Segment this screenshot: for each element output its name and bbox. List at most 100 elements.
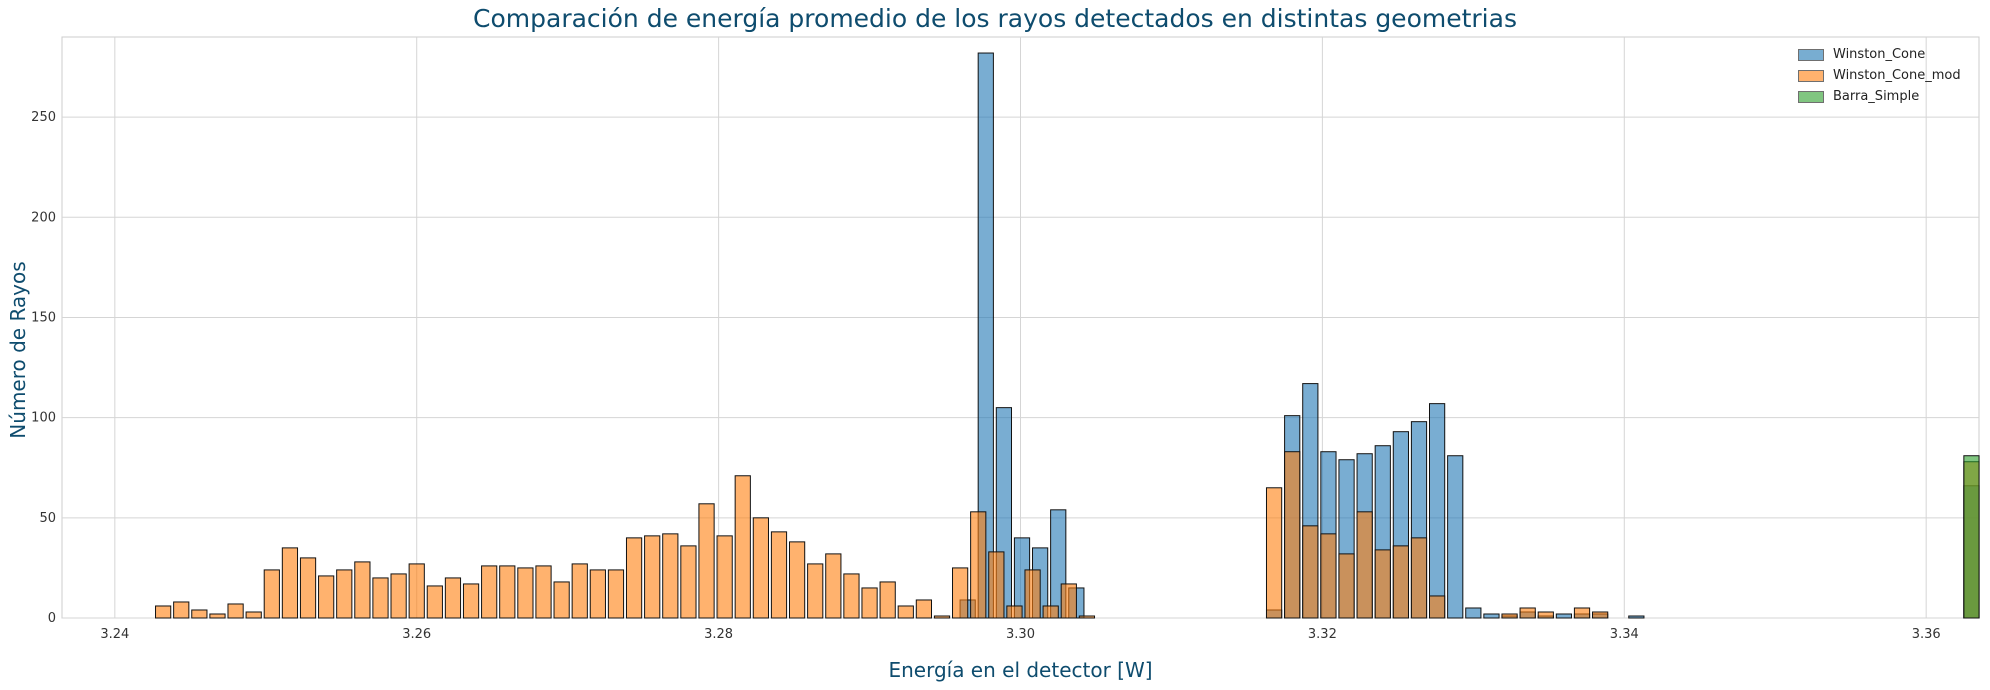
bar-winston-cone-mod [843, 573, 860, 619]
x-tick-label: 3.24 [100, 627, 129, 642]
legend-label-winston-cone-mod: Winston_Cone_mod [1833, 68, 1961, 83]
bar-winston-cone-mod [662, 533, 679, 619]
bar-winston-cone-mod [879, 581, 896, 619]
bar-barra-simple [1963, 455, 1980, 619]
bars-group [155, 52, 1980, 619]
bar-winston-cone-mod [1537, 611, 1554, 619]
bar-winston-cone-mod [1078, 615, 1096, 619]
bar-winston-cone-mod [354, 561, 371, 619]
bar-winston-cone-mod [1410, 537, 1428, 619]
bar-winston-cone-mod [191, 609, 208, 619]
bar-winston-cone-mod [318, 575, 335, 619]
bar-winston-cone-mod [299, 557, 317, 619]
bar-winston-cone [1555, 613, 1573, 619]
bar-winston-cone-mod [698, 503, 715, 619]
bar-winston-cone-mod [1284, 451, 1301, 619]
bar-winston-cone-mod [1392, 545, 1409, 619]
legend-item-barra-simple: Barra_Simple [1798, 86, 1961, 107]
bar-winston-cone [1628, 615, 1645, 619]
legend-label-winston-cone: Winston_Cone [1833, 47, 1926, 62]
bar-winston-cone-mod [263, 569, 280, 619]
bar-winston-cone-mod [155, 605, 172, 619]
legend: Winston_Cone Winston_Cone_mod Barra_Simp… [1798, 44, 1961, 107]
legend-item-winston-cone: Winston_Cone [1798, 44, 1961, 65]
tick-labels-group: 3.24 3.26 3.28 3.30 3.32 3.34 3.36 0 50 100 150 200… [31, 110, 1940, 642]
bar-winston-cone-mod [1501, 613, 1518, 619]
bar-winston-cone-mod [1060, 583, 1077, 619]
bar-winston-cone-mod [426, 585, 443, 619]
bar-winston-cone [1465, 607, 1482, 619]
bar-winston-cone-mod [680, 545, 697, 619]
y-tick-label: 150 [31, 310, 56, 325]
bar-winston-cone-mod [571, 563, 588, 619]
x-axis-label: Energía en el detector [W] [888, 658, 1153, 682]
bar-winston-cone-mod [1338, 553, 1355, 619]
bar-winston-cone-mod [1265, 487, 1283, 619]
bar-winston-cone-mod [861, 587, 878, 619]
bar-winston-cone-mod [1042, 605, 1059, 619]
bar-winston-cone-mod [1519, 607, 1536, 619]
x-tick-label: 3.30 [1006, 627, 1035, 642]
bar-winston-cone-mod [1573, 607, 1591, 619]
bar-winston-cone-mod [915, 599, 933, 619]
y-tick-label: 200 [31, 210, 56, 225]
bar-winston-cone-mod [625, 537, 643, 619]
legend-item-winston-cone-mod: Winston_Cone_mod [1798, 65, 1961, 86]
bar-winston-cone-mod [970, 511, 987, 619]
x-tick-label: 3.36 [1912, 627, 1941, 642]
bar-winston-cone [1429, 403, 1446, 619]
bar-winston-cone-mod [1024, 569, 1041, 619]
bar-winston-cone-mod [644, 535, 661, 619]
bar-winston-cone [1483, 613, 1500, 619]
bar-winston-cone-mod [390, 573, 407, 619]
bar-winston-cone-mod [1302, 525, 1319, 619]
bar-winston-cone-mod [553, 581, 570, 619]
bar-winston-cone-mod [807, 563, 824, 619]
y-tick-label: 250 [31, 110, 56, 125]
bar-winston-cone-mod [933, 615, 951, 619]
chart-title: Comparación de energía promedio de los r… [473, 4, 1517, 33]
y-tick-label: 100 [31, 411, 56, 426]
bar-winston-cone-mod [1592, 611, 1609, 619]
bar-winston-cone-mod [336, 569, 353, 619]
bar-winston-cone-mod [734, 475, 751, 619]
bar-winston-cone-mod [245, 611, 262, 619]
x-tick-label: 3.28 [704, 627, 733, 642]
x-tick-label: 3.32 [1308, 627, 1337, 642]
bar-winston-cone-mod [517, 567, 534, 619]
bar-winston-cone-mod [825, 553, 842, 619]
bar-winston-cone-mod [281, 547, 299, 619]
bar-winston-cone-mod [952, 567, 969, 619]
bar-winston-cone-mod [372, 577, 389, 619]
bar-winston-cone [1447, 455, 1464, 619]
grid-lines [62, 37, 1979, 619]
bar-winston-cone-mod [1429, 595, 1446, 619]
y-axis-label: Número de Rayos [6, 261, 30, 439]
bar-winston-cone-mod [481, 565, 498, 619]
bar-winston-cone-mod [752, 517, 769, 619]
bar-winston-cone-mod [227, 603, 244, 619]
x-tick-label: 3.34 [1610, 627, 1639, 642]
legend-label-barra-simple: Barra_Simple [1833, 89, 1920, 104]
bar-winston-cone-mod [716, 535, 733, 619]
bar-winston-cone-mod [209, 613, 226, 619]
bar-winston-cone-mod [462, 583, 480, 619]
bar-winston-cone-mod [897, 605, 914, 619]
legend-swatch-barra-simple [1798, 90, 1824, 103]
bar-winston-cone-mod [1374, 549, 1391, 619]
y-tick-label: 0 [48, 611, 56, 626]
bar-winston-cone-mod [408, 563, 425, 619]
x-tick-label: 3.26 [402, 627, 431, 642]
bar-winston-cone-mod [444, 577, 462, 619]
bar-winston-cone-mod [1320, 533, 1337, 619]
y-tick-label: 50 [39, 511, 56, 526]
bar-winston-cone-mod [499, 565, 516, 619]
legend-swatch-winston-cone-mod [1798, 69, 1824, 82]
bar-winston-cone-mod [988, 551, 1005, 619]
legend-swatch-winston-cone [1798, 48, 1824, 61]
bar-winston-cone-mod [607, 569, 625, 619]
bar-winston-cone-mod [173, 601, 190, 619]
bar-winston-cone-mod [1006, 605, 1023, 619]
bar-winston-cone-mod [589, 569, 606, 619]
